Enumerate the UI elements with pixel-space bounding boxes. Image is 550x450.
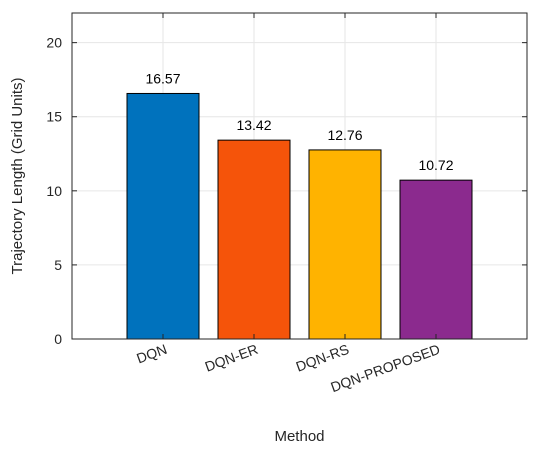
data-label: 13.42 <box>236 117 271 133</box>
x-tick-label: DQN-ER <box>203 341 260 375</box>
x-tick-label: DQN-RS <box>294 341 351 375</box>
x-axis-title: Method <box>274 428 324 445</box>
y-tick-label: 0 <box>54 331 62 347</box>
bar-dqn-rs <box>308 149 382 340</box>
data-label: 12.76 <box>327 127 362 143</box>
bar-dqn <box>126 92 200 340</box>
y-tick-label: 5 <box>54 257 62 273</box>
y-tick-label: 15 <box>46 109 62 125</box>
bar-dqn-proposed <box>399 179 473 340</box>
axes-layer <box>71 12 528 340</box>
data-labels-layer: 16.57 13.42 12.76 10.72 <box>145 70 453 173</box>
y-tick-label: 20 <box>46 35 62 51</box>
data-label: 16.57 <box>145 70 180 86</box>
y-axis-title: Trajectory Length (Grid Units) <box>9 77 26 274</box>
plot-frame <box>71 12 528 340</box>
bars-layer <box>126 92 473 340</box>
y-tick-label: 10 <box>46 183 62 199</box>
data-label: 10.72 <box>418 157 453 173</box>
bar-dqn-er <box>217 139 291 340</box>
x-tick-label: DQN <box>134 341 169 367</box>
